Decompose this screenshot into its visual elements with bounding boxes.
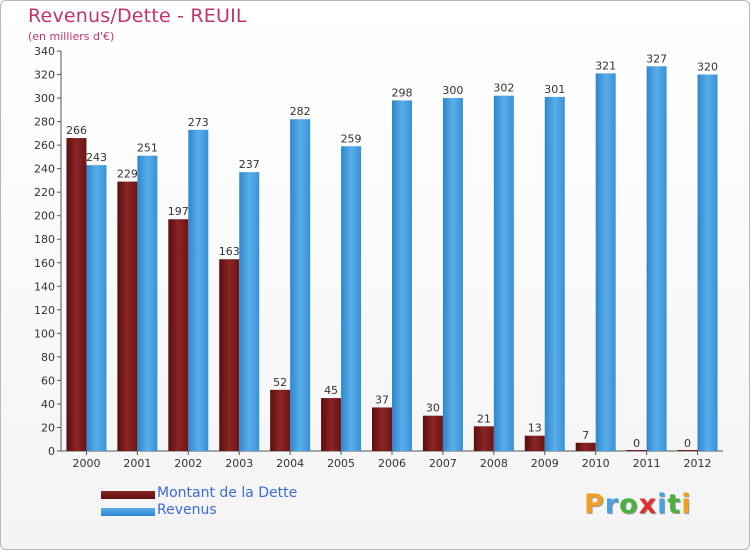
bar-dette: [117, 181, 138, 451]
chart-subtitle: (en milliers d'€): [28, 30, 115, 43]
y-tick-label: 100: [34, 327, 55, 340]
y-tick-label: 80: [41, 351, 55, 364]
y-tick-label: 160: [34, 257, 55, 270]
bar-dette: [473, 426, 494, 451]
data-label-dette: 13: [528, 422, 542, 435]
bar-revenus: [341, 146, 362, 451]
bar-dette: [270, 389, 291, 451]
bar-revenus: [188, 129, 209, 451]
logo-letter: t: [667, 489, 682, 520]
bar-revenus: [493, 95, 514, 452]
bar-revenus: [646, 66, 667, 451]
x-tick-label: 2003: [225, 457, 253, 470]
proxiti-logo: Proxiti: [584, 489, 692, 520]
bar-revenus: [239, 172, 260, 452]
bar-dette: [422, 415, 443, 451]
y-tick-label: 220: [34, 186, 55, 199]
bar-dette: [626, 450, 647, 451]
legend-swatch-dette: [101, 491, 155, 499]
x-tick-label: 2001: [123, 457, 151, 470]
logo-letter: r: [604, 489, 620, 520]
data-label-revenus: 282: [290, 105, 311, 118]
y-tick-label: 300: [34, 92, 55, 105]
data-label-dette: 0: [633, 437, 640, 450]
data-label-dette: 0: [684, 437, 691, 450]
bar-dette: [219, 259, 240, 451]
data-label-dette: 52: [273, 376, 287, 389]
y-tick-label: 240: [34, 163, 55, 176]
y-tick-label: 320: [34, 69, 55, 82]
x-tick-label: 2008: [480, 457, 508, 470]
y-tick-label: 60: [41, 374, 55, 387]
y-tick-label: 180: [34, 233, 55, 246]
bar-dette: [66, 138, 87, 451]
y-tick-label: 140: [34, 280, 55, 293]
bar-revenus: [544, 96, 565, 451]
data-label-revenus: 273: [188, 116, 209, 129]
data-label-revenus: 301: [544, 83, 565, 96]
data-label-dette: 163: [219, 245, 240, 258]
data-label-revenus: 237: [239, 158, 260, 171]
data-label-revenus: 300: [442, 84, 463, 97]
logo-letter: i: [681, 489, 692, 520]
x-tick-label: 2010: [582, 457, 610, 470]
data-label-dette: 197: [168, 205, 189, 218]
bar-dette: [524, 435, 545, 451]
chart-title: Revenus/Dette - REUIL: [28, 5, 247, 27]
x-tick-label: 2007: [429, 457, 457, 470]
data-label-dette: 229: [117, 168, 138, 181]
data-label-dette: 45: [324, 384, 338, 397]
y-tick-label: 260: [34, 139, 55, 152]
data-label-revenus: 298: [392, 86, 413, 99]
x-tick-label: 2009: [531, 457, 559, 470]
data-label-revenus: 320: [697, 61, 718, 74]
data-label-dette: 37: [375, 393, 389, 406]
bar-revenus: [137, 155, 158, 452]
x-tick-label: 2012: [684, 457, 712, 470]
y-tick-label: 0: [48, 445, 55, 458]
x-tick-label: 2005: [327, 457, 355, 470]
bar-dette: [321, 398, 342, 451]
bar-revenus: [86, 165, 107, 451]
bar-dette: [372, 407, 392, 451]
bar-revenus: [392, 100, 412, 451]
logo-letter: x: [638, 489, 658, 520]
x-tick-label: 2004: [276, 457, 304, 470]
data-label-revenus: 302: [493, 82, 514, 95]
x-tick-label: 2002: [174, 457, 202, 470]
legend-label-dette: Montant de la Dette: [157, 485, 298, 501]
x-tick-label: 2011: [633, 457, 661, 470]
bar-dette: [677, 450, 698, 451]
bar-revenus: [595, 73, 616, 452]
bar-revenus: [442, 98, 463, 451]
data-label-revenus: 321: [595, 59, 616, 72]
data-label-dette: 30: [426, 402, 440, 415]
data-label-revenus: 243: [86, 151, 107, 164]
y-tick-label: 120: [34, 304, 55, 317]
y-tick-label: 20: [41, 421, 55, 434]
y-tick-label: 340: [34, 45, 55, 58]
data-label-dette: 7: [582, 429, 589, 442]
logo-letter: P: [584, 489, 605, 520]
bar-dette: [168, 219, 189, 451]
data-label-revenus: 327: [646, 52, 667, 65]
data-label-revenus: 251: [137, 142, 158, 155]
y-tick-label: 40: [41, 398, 55, 411]
logo-letter: o: [619, 489, 639, 520]
bar-revenus: [697, 74, 718, 451]
y-tick-label: 200: [34, 210, 55, 223]
legend-label-revenus: Revenus: [157, 502, 217, 518]
data-label-dette: 266: [66, 124, 87, 137]
bar-dette: [575, 442, 596, 451]
bar-revenus: [290, 119, 311, 451]
logo-letter: i: [657, 489, 668, 520]
x-tick-label: 2006: [378, 457, 406, 470]
data-label-revenus: 259: [341, 132, 362, 145]
y-tick-label: 280: [34, 116, 55, 129]
x-tick-label: 2000: [72, 457, 100, 470]
data-label-dette: 21: [477, 412, 491, 425]
legend-swatch-revenus: [101, 508, 155, 516]
